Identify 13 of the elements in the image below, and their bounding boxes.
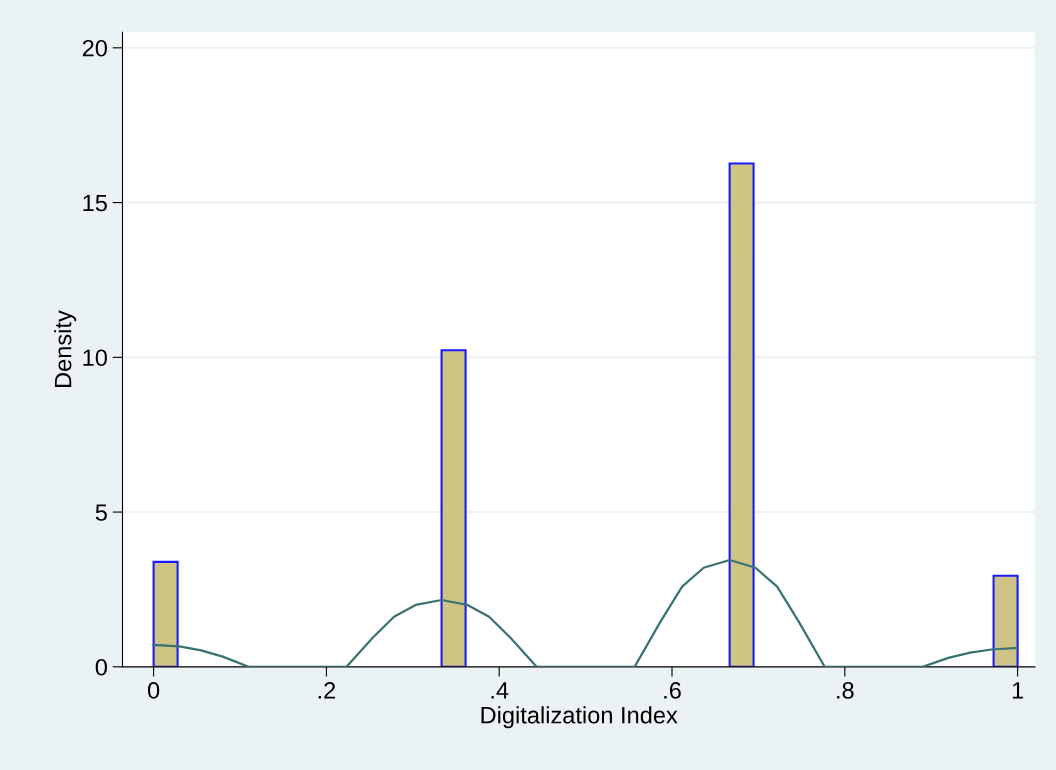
y-tick-label: 0 [95,658,107,676]
x-tick-label: .6 [664,682,681,699]
x-tick-label: 0 [147,682,160,699]
x-axis-title: Digitalization Index [481,706,678,729]
y-tick-label: 10 [83,349,107,367]
y-tick-label: 20 [82,39,107,57]
x-tick-label: .2 [318,682,336,699]
x-tick-label: 1 [1012,682,1024,699]
x-tick-label: .4 [491,682,509,699]
y-axis-title: Density [54,310,77,388]
y-tick-label: 5 [95,504,107,521]
y-tick-label: 15 [83,194,107,212]
x-tick-label: .8 [837,682,854,699]
